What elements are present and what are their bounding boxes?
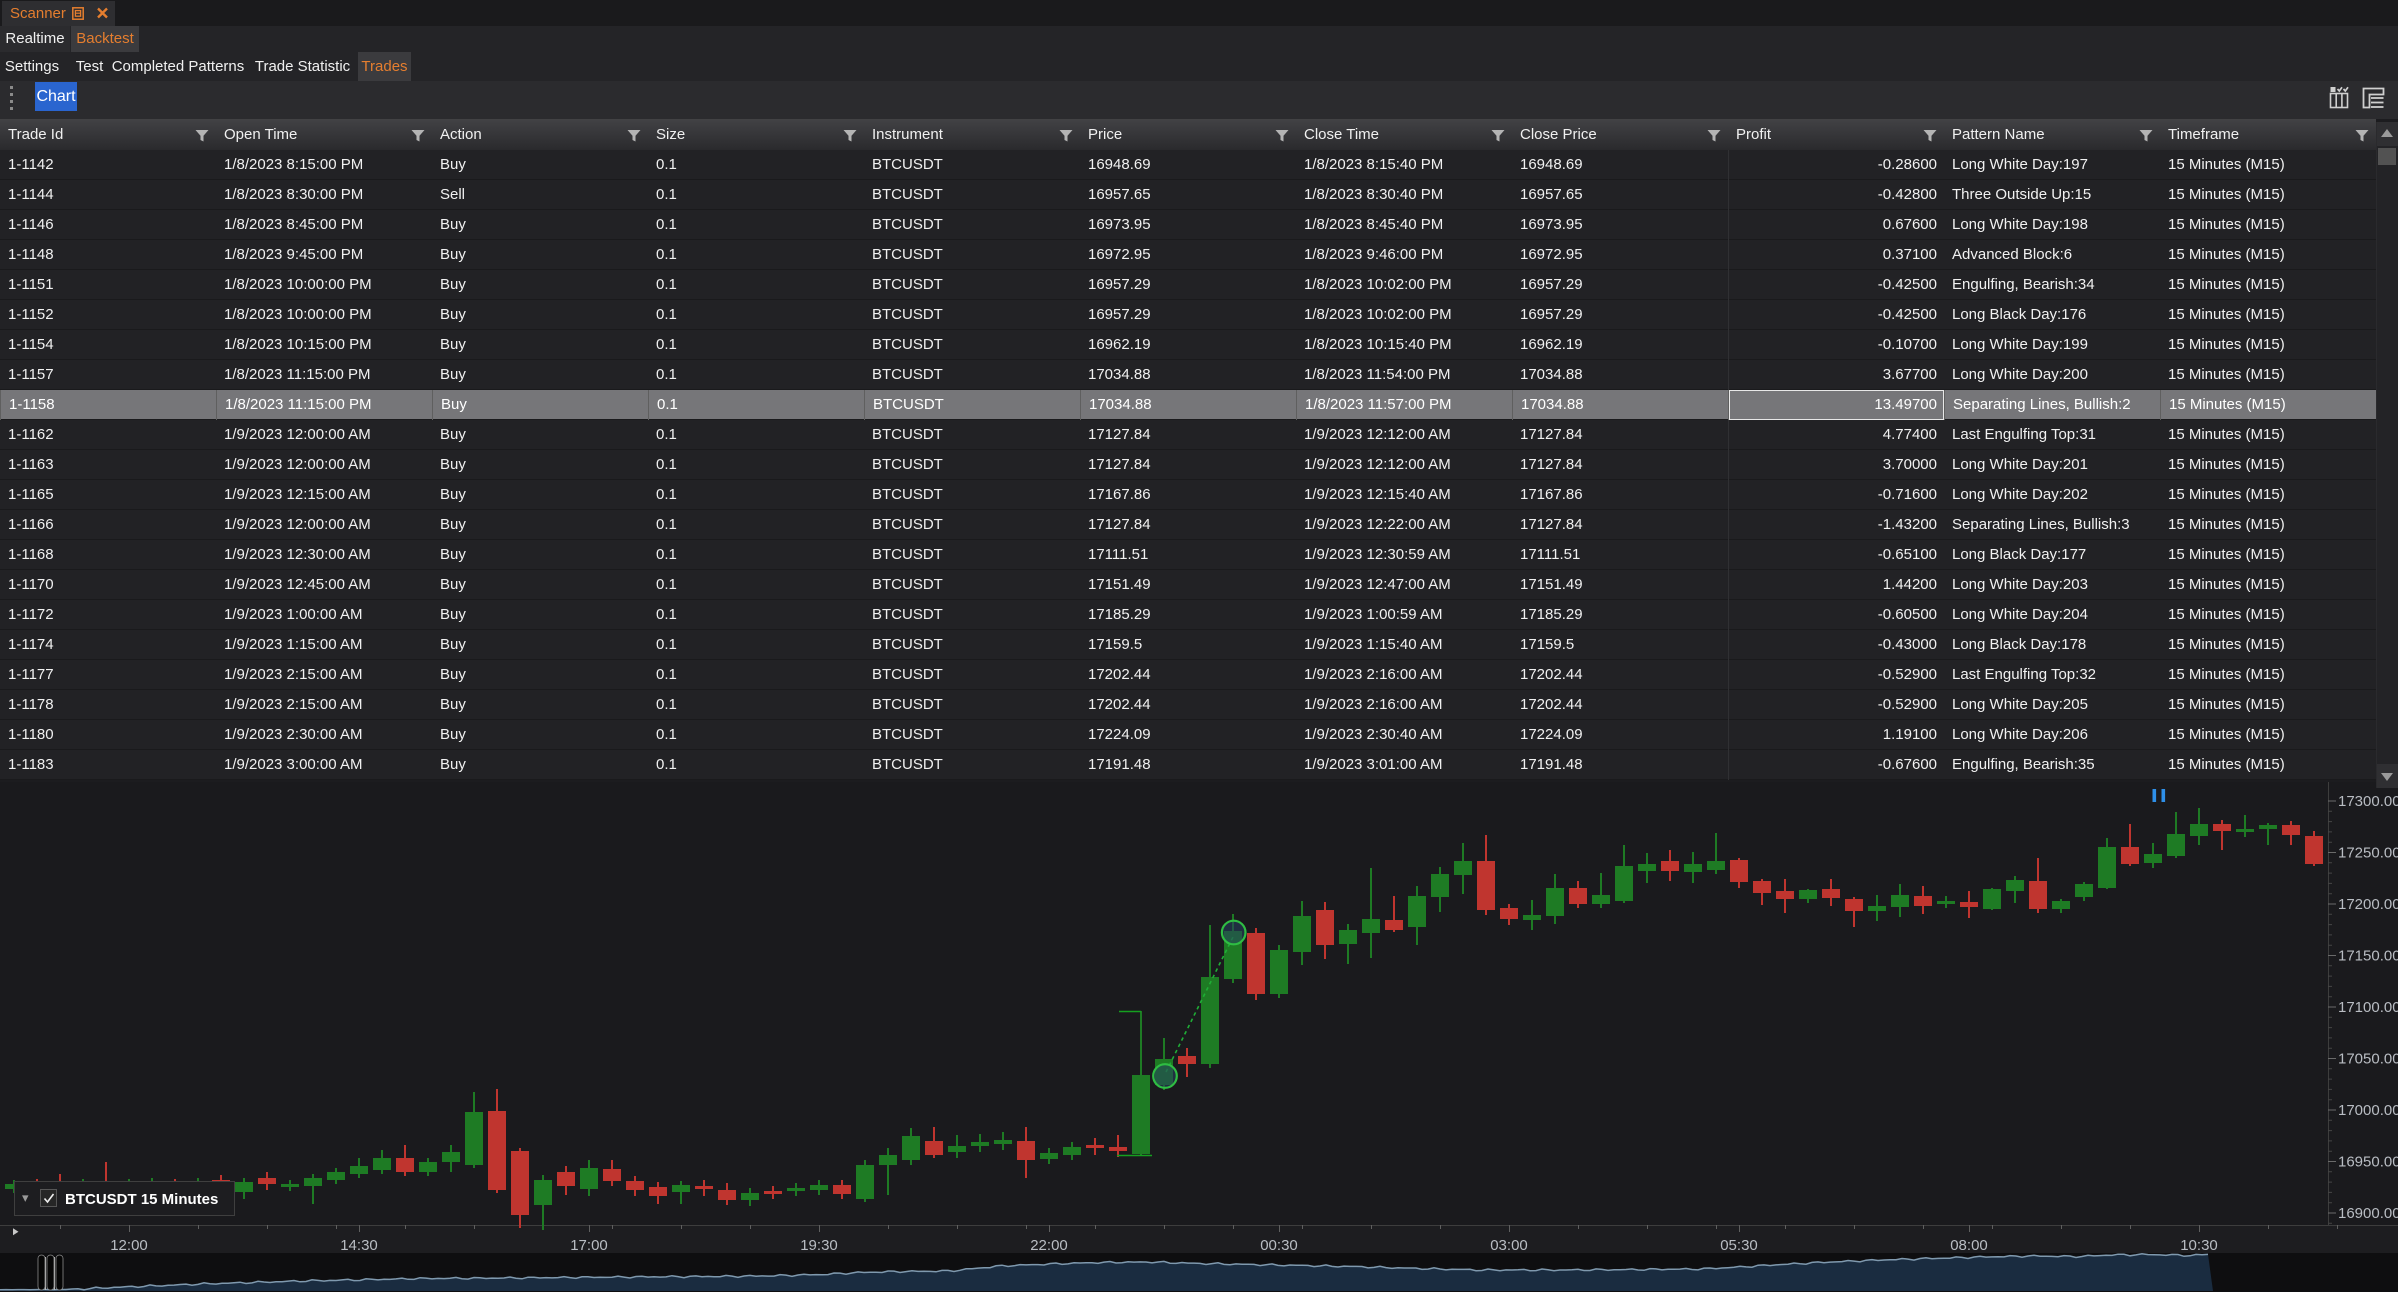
svg-text:05:30: 05:30 [1720,1237,1758,1254]
svg-text:17000.00: 17000.00 [2338,1102,2398,1119]
svg-text:00:30: 00:30 [1260,1237,1298,1254]
svg-text:12:00: 12:00 [110,1237,148,1254]
svg-text:22:00: 22:00 [1030,1237,1068,1254]
svg-text:10:30: 10:30 [2180,1237,2218,1254]
svg-text:16950.00: 16950.00 [2338,1154,2398,1171]
svg-text:14:30: 14:30 [340,1237,378,1254]
svg-text:17250.00: 17250.00 [2338,845,2398,862]
svg-text:17300.00: 17300.00 [2338,793,2398,810]
svg-text:08:00: 08:00 [1950,1237,1988,1254]
svg-text:17:00: 17:00 [570,1237,608,1254]
svg-text:17150.00: 17150.00 [2338,948,2398,965]
svg-text:17100.00: 17100.00 [2338,999,2398,1016]
svg-text:16900.00: 16900.00 [2338,1205,2398,1222]
svg-text:19:30: 19:30 [800,1237,838,1254]
svg-text:17200.00: 17200.00 [2338,896,2398,913]
svg-text:17050.00: 17050.00 [2338,1051,2398,1068]
svg-text:03:00: 03:00 [1490,1237,1528,1254]
